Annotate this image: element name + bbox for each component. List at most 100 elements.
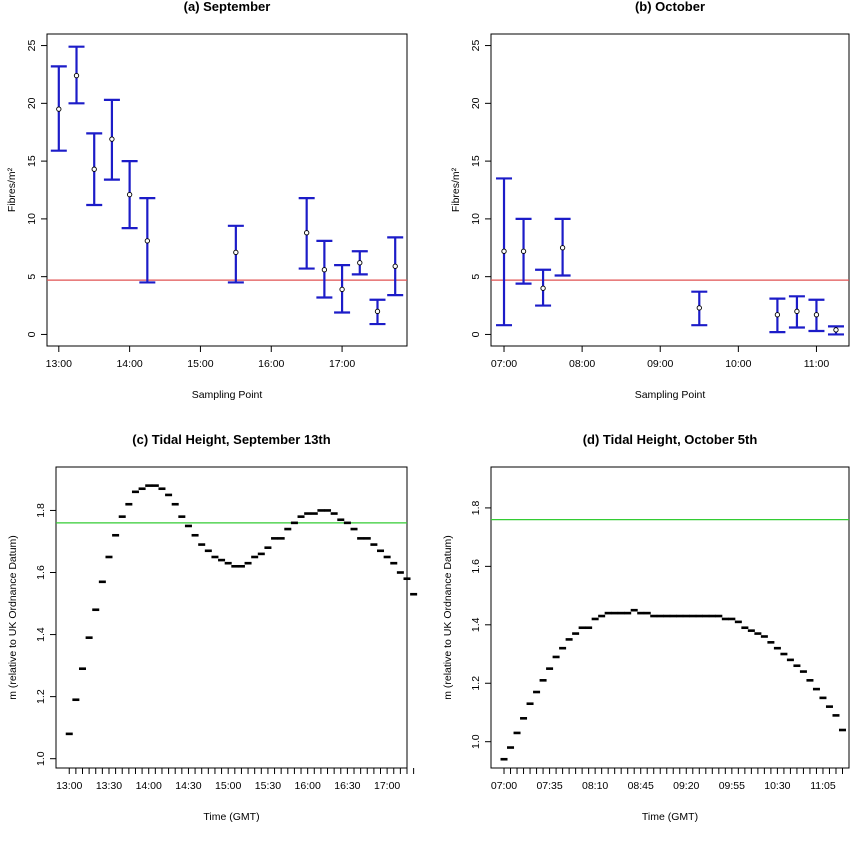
chart1-ytick-label: 20 <box>470 97 482 109</box>
chart3-title: (d) Tidal Height, October 5th <box>583 432 758 447</box>
chart3-xtick-label: 09:20 <box>673 780 699 792</box>
chart2-xlabel: Time (GMT) <box>203 811 259 823</box>
chart1-mean-point <box>540 285 546 291</box>
chart3-data-point <box>630 608 638 612</box>
chart2-data-point <box>191 533 199 537</box>
chart3-data-point <box>663 614 671 618</box>
chart2-data-point <box>105 555 113 559</box>
chart3-data-point <box>799 670 807 673</box>
chart3-ytick-label: 1.0 <box>470 734 482 749</box>
chart3-data-point <box>585 626 593 630</box>
chart3-data-point <box>715 614 723 618</box>
chart2-xtick-label: 15:00 <box>215 780 241 792</box>
chart2-xtick-label: 16:00 <box>295 780 321 792</box>
chart2-data-point <box>65 732 73 736</box>
chart0-xlabel: Sampling Point <box>192 389 263 401</box>
chart2-data-point <box>125 502 133 506</box>
chart0-ytick-label: 15 <box>26 155 38 167</box>
chart3-ytick-label: 1.4 <box>470 617 482 632</box>
chart2-ylabel: m (relative to UK Ordnance Datum) <box>7 535 19 700</box>
chart3-data-point <box>578 626 586 630</box>
chart3-data-point <box>611 611 619 615</box>
chart3-xtick-label: 08:10 <box>582 780 608 792</box>
chart1-mean-point <box>774 312 781 318</box>
chart3-data-point <box>760 635 768 638</box>
chart1-mean-point <box>501 248 507 254</box>
chart1-ylabel: Fibres/m² <box>450 167 462 212</box>
chart2-data-point <box>98 580 106 584</box>
chart0-ytick-label: 25 <box>26 40 38 52</box>
chart3-ytick-label: 1.2 <box>470 676 482 691</box>
chart3-data-point <box>617 611 625 615</box>
chart3-data-point <box>682 614 690 618</box>
chart2-data-point <box>131 490 139 494</box>
chart1-ytick-label: 10 <box>470 213 482 225</box>
chart3-data-point <box>526 702 534 706</box>
chart2-data-point <box>290 521 298 525</box>
chart2-title: (c) Tidal Height, September 13th <box>132 432 330 447</box>
chart2-data-point <box>324 509 332 512</box>
chart3-data-point <box>656 614 664 618</box>
chart2-xtick-label: 14:30 <box>175 780 201 792</box>
chart2-ytick-label: 1.8 <box>35 503 47 518</box>
chart2-data-point <box>244 561 252 565</box>
chart2-xtick-label: 15:30 <box>255 780 281 792</box>
chart3-xtick-label: 09:55 <box>719 780 745 792</box>
chart3-xlabel: Time (GMT) <box>642 811 698 823</box>
chart3-xtick-label: 07:35 <box>536 780 562 792</box>
chart3-data-point <box>721 617 729 621</box>
chart2-panel: (c) Tidal Height, September 13th 1.0 1.2 1.… <box>7 432 418 823</box>
chart3-data-point <box>695 614 703 618</box>
chart2-data-point <box>184 524 192 528</box>
chart3-data-point <box>773 646 781 650</box>
chart2-data-point <box>357 537 365 540</box>
chart2-data-point <box>343 521 351 525</box>
chart3-data-point <box>565 638 573 641</box>
chart2-data-point <box>85 636 93 639</box>
chart2-data-point <box>118 515 126 518</box>
chart1-ytick-label: 15 <box>470 155 482 167</box>
chart0-mean-point <box>304 230 310 236</box>
chart1-ytick-label: 25 <box>470 40 482 52</box>
chart2-data-point <box>224 561 232 565</box>
chart0-ytick-label: 5 <box>26 274 38 280</box>
chart3-data-point <box>708 614 716 618</box>
chart1-mean-point <box>520 248 527 254</box>
chart2-ytick-label: 1.2 <box>35 689 47 704</box>
chart3-data-point <box>552 655 560 659</box>
chart2-xtick-label: 16:30 <box>334 780 360 792</box>
chart0-mean-point <box>392 263 398 269</box>
chart2-data-point <box>396 571 404 574</box>
chart2-data-point <box>304 512 312 515</box>
chart2-ytick-label: 1.4 <box>35 627 47 642</box>
chart2-data-point <box>151 484 159 487</box>
chart3-data-point <box>598 614 606 618</box>
chart2-data-point <box>264 546 272 549</box>
chart2-data-point <box>410 592 418 596</box>
chart2-data-point <box>171 502 179 506</box>
chart1-title: (b) October <box>635 0 705 14</box>
chart2-data-point <box>211 555 219 559</box>
chart1-mean-point <box>833 327 839 333</box>
chart1-xtick-label: 09:00 <box>647 358 673 370</box>
chart1-xtick-label: 11:00 <box>804 358 830 370</box>
chart0-mean-point <box>374 308 381 314</box>
chart2-data-point <box>72 698 80 702</box>
chart1-plot-frame <box>490 33 850 347</box>
chart0-ylabel: Fibres/m² <box>6 167 18 212</box>
chart3-data-point <box>669 614 677 618</box>
chart3-data-point <box>689 614 697 618</box>
chart2-data-point <box>237 564 245 568</box>
chart1-ytick-label: 5 <box>470 274 482 280</box>
chart3-data-point <box>838 728 846 732</box>
chart3-ytick-label: 1.6 <box>470 559 482 574</box>
chart1-mean-point <box>559 245 566 251</box>
chart2-xtick-label: 13:30 <box>96 780 122 792</box>
chart0-mean-point <box>144 238 150 244</box>
chart3-ylabel: m (relative to UK Ordnance Datum) <box>442 535 454 700</box>
chart0-title: (a) September <box>184 0 271 14</box>
chart2-data-point <box>317 509 325 512</box>
chart2-data-point <box>403 577 411 581</box>
chart3-data-point <box>741 626 749 630</box>
